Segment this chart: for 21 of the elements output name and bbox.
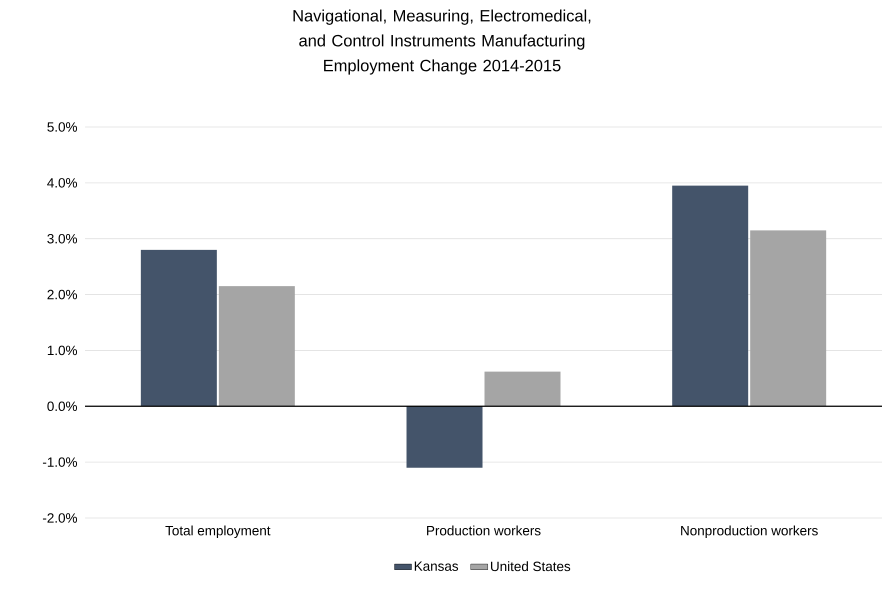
y-tick-label: -2.0% <box>42 513 78 523</box>
y-tick-label: 5.0% <box>47 122 78 132</box>
chart-subtitle: Employment Change 2014-2015 <box>324 59 561 75</box>
bar <box>484 372 561 406</box>
legend-label: United States <box>490 561 570 572</box>
y-tick-label: 0.0% <box>47 402 78 412</box>
x-tick-label: Total employment <box>165 526 270 538</box>
x-tick-label: Nonproduction workers <box>681 526 818 538</box>
y-tick-label: 4.0% <box>47 178 78 188</box>
y-tick-label: 1.0% <box>48 346 78 356</box>
y-tick-label: -1.0% <box>42 457 78 467</box>
bar <box>218 286 295 406</box>
bar <box>750 230 826 406</box>
bar <box>406 406 483 468</box>
y-tick-label: 2.0% <box>48 290 78 300</box>
bar <box>672 186 748 406</box>
legend-label: Kansas <box>414 562 458 571</box>
chart-title: Navigational, Measuring, Electromedical, and Control Instruments Manufacturing <box>294 10 590 50</box>
bar <box>140 250 217 406</box>
y-tick-label: 3.0% <box>47 234 78 244</box>
x-tick-label: Production workers <box>427 526 541 536</box>
